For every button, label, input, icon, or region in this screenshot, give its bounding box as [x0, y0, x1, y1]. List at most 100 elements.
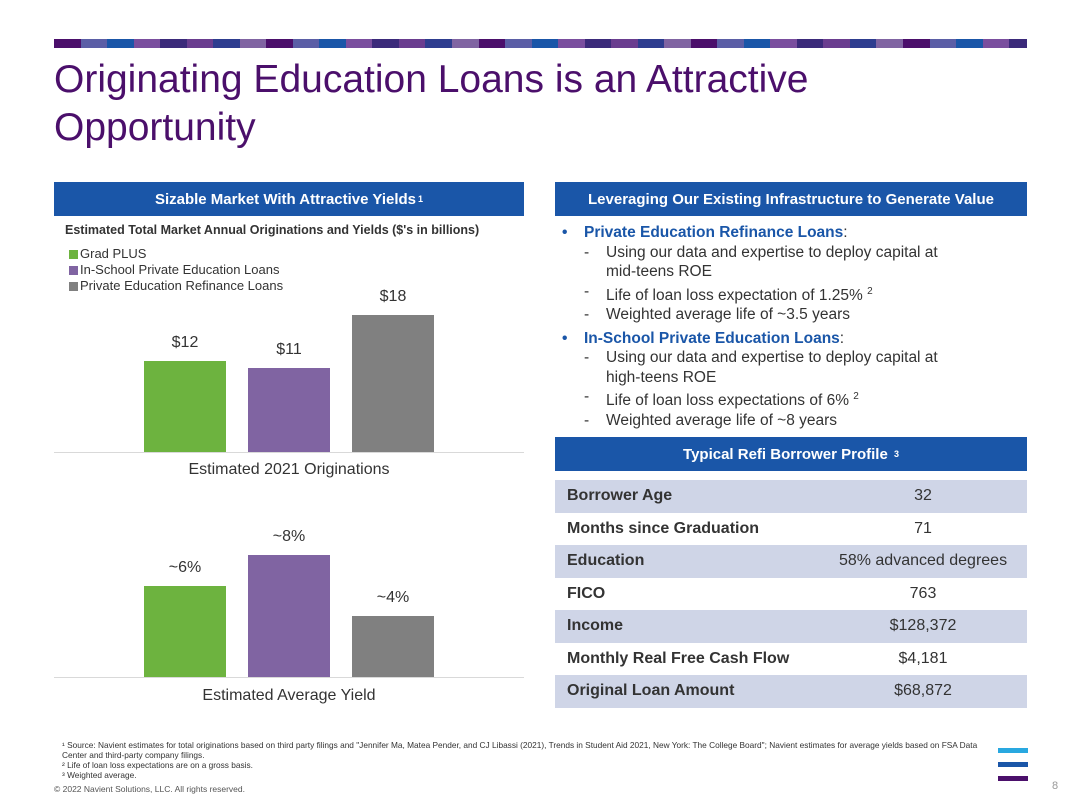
top-bar-segment: [478, 39, 488, 48]
row-value: $68,872: [819, 675, 1027, 708]
top-bar-segment: [938, 39, 948, 48]
top-bar-segment: [726, 39, 735, 48]
top-bar-segment: [487, 39, 497, 48]
legend-label: In-School Private Education Loans: [80, 262, 280, 277]
top-bar-segment: [62, 39, 72, 48]
top-bar-segment: [1017, 39, 1027, 48]
top-bar-segment: [443, 39, 452, 48]
bullet-heading: In-School Private Education Loans: [584, 329, 840, 347]
top-bar-segment: [292, 39, 302, 48]
bullet-heading: Private Education Refinance Loans: [584, 224, 844, 241]
borrower-profile-table: Borrower Age 32 Months since Graduation 71…: [555, 480, 1027, 708]
top-bar-segment: [398, 39, 408, 48]
bar-grad-plus: [144, 586, 226, 677]
footnotes: ¹ Source: Navient estimates for total or…: [62, 740, 992, 780]
top-bar-segment: [894, 39, 903, 48]
top-bar-segment: [593, 39, 603, 48]
value-label-grad-plus: $12: [171, 334, 199, 351]
top-bar-segment: [849, 39, 859, 48]
dash: -: [584, 282, 590, 300]
left-panel-header-text: Sizable Market With Attractive Yields: [154, 190, 417, 208]
sub-bullet: - Using our data and expertise to deploy …: [562, 348, 1022, 387]
legend-swatch: [69, 249, 78, 259]
dash: -: [584, 306, 590, 324]
dash: -: [584, 349, 590, 367]
copyright: © 2022 Navient Solutions, LLC. All right…: [54, 784, 246, 794]
bar-in-school: [248, 555, 330, 677]
bar-in-school: [248, 368, 330, 452]
top-bar-segment: [982, 39, 992, 48]
table-row: Months since Graduation 71: [555, 513, 1027, 546]
top-bar-segment: [213, 39, 223, 48]
top-bar-segment: [195, 39, 205, 48]
value-label-in-school: ~8%: [272, 528, 306, 545]
sub-bullet-text: Life of loan loss expectation of 1.25%: [606, 286, 863, 304]
top-bar-segment: [664, 39, 674, 48]
top-bar-segment: [788, 39, 797, 48]
top-bar-segment: [1009, 39, 1018, 48]
top-bar-segment: [699, 39, 709, 48]
bullet-colon: :: [839, 329, 845, 347]
top-bar-segment: [611, 39, 620, 48]
chart-baseline: [54, 677, 524, 678]
top-bar-segment: [328, 39, 337, 48]
legend-label: Private Education Refinance Loans: [80, 278, 284, 293]
row-value: $4,181: [898, 649, 948, 667]
profile-header-text: Typical Refi Borrower Profile: [683, 445, 888, 463]
top-bar-segment: [142, 39, 152, 48]
value-label-refi: ~4%: [376, 589, 410, 606]
top-bar-segment: [434, 39, 444, 48]
table-row: FICO 763: [555, 578, 1027, 611]
top-bar-segment: [248, 39, 258, 48]
table-row: Monthly Real Free Cash Flow $4,181: [555, 643, 1027, 676]
top-bar-segment: [717, 39, 727, 48]
footnote-ref: 2: [853, 391, 859, 403]
top-bar-segment: [337, 39, 346, 48]
row-label: Monthly Real Free Cash Flow: [567, 649, 790, 667]
dash: -: [584, 243, 590, 261]
top-bar-segment: [107, 39, 116, 48]
legend-swatch: [69, 265, 78, 275]
top-bar-segment: [566, 39, 576, 48]
top-bar-segment: [885, 39, 895, 48]
top-bar-segment: [540, 39, 550, 48]
top-bar-segment: [841, 39, 850, 48]
top-bar-segment: [230, 39, 240, 48]
top-bar-segment: [770, 39, 780, 48]
top-bar-segment: [947, 39, 957, 48]
top-bar-segment: [354, 39, 364, 48]
top-bar-segment: [655, 39, 665, 48]
sub-bullet-text: Using our data and expertise to deploy c…: [606, 243, 938, 281]
top-bar-segment: [177, 39, 187, 48]
legend-item-refi: Private Education Refinance Loans: [69, 278, 283, 294]
row-label: FICO: [567, 584, 606, 602]
top-bar-segment: [266, 39, 276, 48]
top-bar-segment: [973, 39, 983, 48]
top-bar-segment: [310, 39, 320, 48]
chart-xlabel: Estimated Average Yield: [202, 687, 376, 704]
top-bar-segment: [54, 39, 63, 48]
sub-bullet-text: Using our data and expertise to deploy c…: [606, 349, 938, 386]
originations-chart: $12 $11 $18 Estimated 2021 Originations: [54, 288, 524, 478]
profile-header-footnote: 3: [893, 449, 899, 459]
top-bar-segment: [1000, 39, 1010, 48]
value-label-grad-plus: ~6%: [168, 559, 202, 576]
top-bar-segment: [98, 39, 108, 48]
sub-bullet-text: Weighted average life of ~3.5 years: [606, 306, 850, 324]
top-bar-segment: [991, 39, 1001, 48]
top-bar-segment: [964, 39, 974, 48]
bullet-dot: •: [562, 329, 568, 347]
top-bar-segment: [903, 39, 912, 48]
footnote-ref: 2: [867, 285, 873, 297]
top-bar-segment: [602, 39, 612, 48]
legend-item-in-school: In-School Private Education Loans: [69, 262, 283, 278]
top-bar-segment: [89, 39, 99, 48]
row-label: Education: [555, 545, 819, 578]
top-bar-segment: [832, 39, 842, 48]
dash: -: [584, 411, 590, 429]
top-bar-segment: [858, 39, 868, 48]
top-bar-segment: [743, 39, 753, 48]
top-bar-segment: [80, 39, 90, 48]
sub-bullet-text: Weighted average life of ~8 years: [606, 411, 838, 429]
left-panel-header: Sizable Market With Attractive Yields 1: [54, 182, 524, 216]
